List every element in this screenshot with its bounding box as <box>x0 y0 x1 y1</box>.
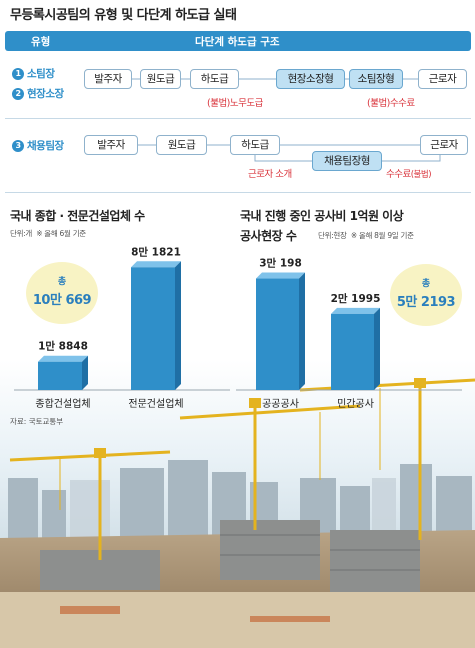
section-divider <box>5 192 471 193</box>
row1-node-client: 발주자 <box>84 69 132 89</box>
chart0-bar-top-1 <box>131 261 181 268</box>
chart1-bar-1 <box>331 313 374 390</box>
chart1-bar-0 <box>256 278 299 390</box>
type-label-1: 1 소팀장 <box>12 66 55 81</box>
right-chart-title-line1: 국내 진행 중인 공사비 1억원 이상 <box>240 209 404 223</box>
row2-node-hiring-leader: 채용팀장형 <box>312 151 382 171</box>
type-label-3: 3 채용팀장 <box>12 138 64 153</box>
row1-node-small-team: 소팀장형 <box>349 69 403 89</box>
type-header: 유형 <box>31 36 51 48</box>
row1-node-prime: 원도급 <box>140 69 181 89</box>
row1-node-sub: 하도급 <box>190 69 239 89</box>
chart0-category-label-0: 종합건설업체 <box>35 397 90 410</box>
chart1-value-label-1: 2만 1995 <box>331 292 381 305</box>
chart1-category-label-0: 공공공사 <box>262 398 299 410</box>
row-divider <box>5 118 471 119</box>
row2-note-referral: 근로자 소개 <box>248 169 292 180</box>
row1-note-labor: (불법)노무도급 <box>207 98 263 109</box>
chart1-value-label-0: 3만 198 <box>259 257 302 270</box>
row2-node-prime: 원도급 <box>156 135 207 155</box>
chart0-bar-side-0 <box>82 355 88 390</box>
row2-node-worker: 근로자 <box>420 135 468 155</box>
chart0-category-label-1: 전문건설업체 <box>128 397 183 410</box>
row1-note-fee: (불법)수수료 <box>367 98 415 109</box>
row2-node-sub: 하도급 <box>230 135 280 155</box>
type-label-2: 2 현장소장 <box>12 86 64 101</box>
left-chart-unit: 단위:개 ※ 올해 6월 기준 <box>10 229 86 238</box>
row2-node-client: 발주자 <box>84 135 138 155</box>
row1-node-worker: 근로자 <box>418 69 467 89</box>
source-note: 자료: 국토교통부 <box>10 417 64 426</box>
chart0-bar-side-1 <box>175 261 181 390</box>
left-chart-title: 국내 종합 · 전문건설업체 수 <box>10 209 145 223</box>
right-chart-unit: 단위:현장 ※ 올해 8월 9일 기준 <box>318 231 414 240</box>
construction-site-illustration <box>0 360 475 648</box>
right-total-bubble: 총 5만 2193 <box>390 264 462 326</box>
chart1-category-label-1: 민간공사 <box>337 398 374 410</box>
chart0-bar-1 <box>131 267 175 390</box>
page-title: 무등록시공팀의 유형 및 다단계 하도급 실태 <box>10 8 237 23</box>
row2-note-fee: 수수료(불법) <box>386 169 432 180</box>
left-total-bubble: 총 10만 669 <box>26 262 98 324</box>
flow-connectors <box>132 78 441 162</box>
chart0-bar-0 <box>38 361 82 390</box>
chart1-bar-side-1 <box>374 307 380 390</box>
structure-header: 다단계 하도급 구조 <box>195 36 280 48</box>
chart0-value-label-1: 8만 1821 <box>131 245 181 258</box>
chart1-bar-side-0 <box>299 272 305 390</box>
chart0-bar-top-0 <box>38 355 88 362</box>
chart1-bar-top-1 <box>331 307 380 314</box>
chart1-bar-top-0 <box>256 272 305 279</box>
chart0-value-label-0: 1만 8848 <box>38 340 88 353</box>
bar-charts: 1만 8848 종합건설업체 8만 1821 전문건설업체 3만 198 공공공사 2만 1… <box>14 245 462 410</box>
header-bar: 유형 다단계 하도급 구조 <box>5 31 471 51</box>
row1-node-site-manager: 현장소장형 <box>276 69 345 89</box>
right-chart-title-line2: 공사현장 수 <box>240 229 297 243</box>
